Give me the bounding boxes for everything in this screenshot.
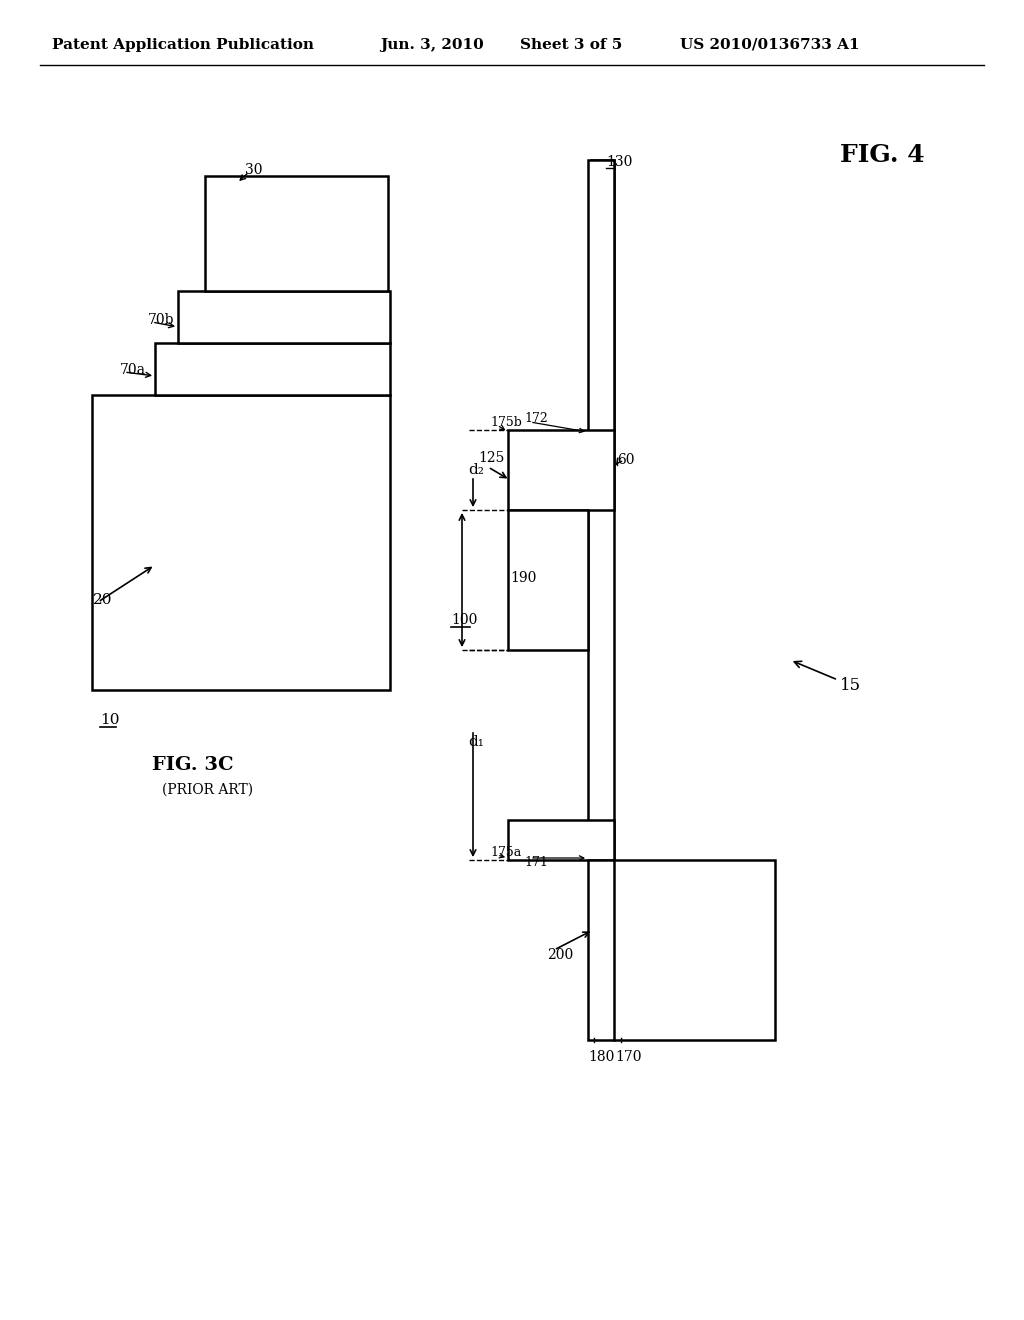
Bar [588,160,614,861]
Text: 70a: 70a [120,363,146,378]
Text: 15: 15 [840,676,861,693]
Text: Jun. 3, 2010: Jun. 3, 2010 [380,38,483,51]
Text: 190: 190 [510,572,537,585]
Bar [508,510,588,649]
Text: 60: 60 [617,453,635,467]
Text: 180: 180 [588,1049,614,1064]
Text: FIG. 4: FIG. 4 [840,143,925,168]
Text: 200: 200 [547,948,573,962]
Text: 175a: 175a [490,846,521,858]
Text: 172: 172 [524,412,548,425]
Text: 20: 20 [93,593,113,607]
Text: 175b: 175b [490,416,522,429]
Text: 130: 130 [606,154,633,169]
Bar [205,176,388,290]
Text: (PRIOR ART): (PRIOR ART) [162,783,253,797]
Text: d₂: d₂ [468,463,484,477]
Text: Patent Application Publication: Patent Application Publication [52,38,314,51]
Text: Sheet 3 of 5: Sheet 3 of 5 [520,38,623,51]
Text: US 2010/0136733 A1: US 2010/0136733 A1 [680,38,859,51]
Bar [508,430,614,510]
Bar [588,861,775,1040]
Text: 171: 171 [524,855,548,869]
Text: 170: 170 [615,1049,641,1064]
Text: FIG. 3C: FIG. 3C [152,756,233,774]
Text: 125: 125 [478,451,505,465]
Bar [155,343,390,395]
Bar [178,290,390,343]
Text: 10: 10 [100,713,120,727]
Text: 70b: 70b [148,313,174,327]
Bar [92,395,390,690]
Bar [508,820,614,861]
Text: 100: 100 [451,612,477,627]
Bar [591,160,614,430]
Text: d₁: d₁ [468,735,484,748]
Text: 30: 30 [245,162,262,177]
